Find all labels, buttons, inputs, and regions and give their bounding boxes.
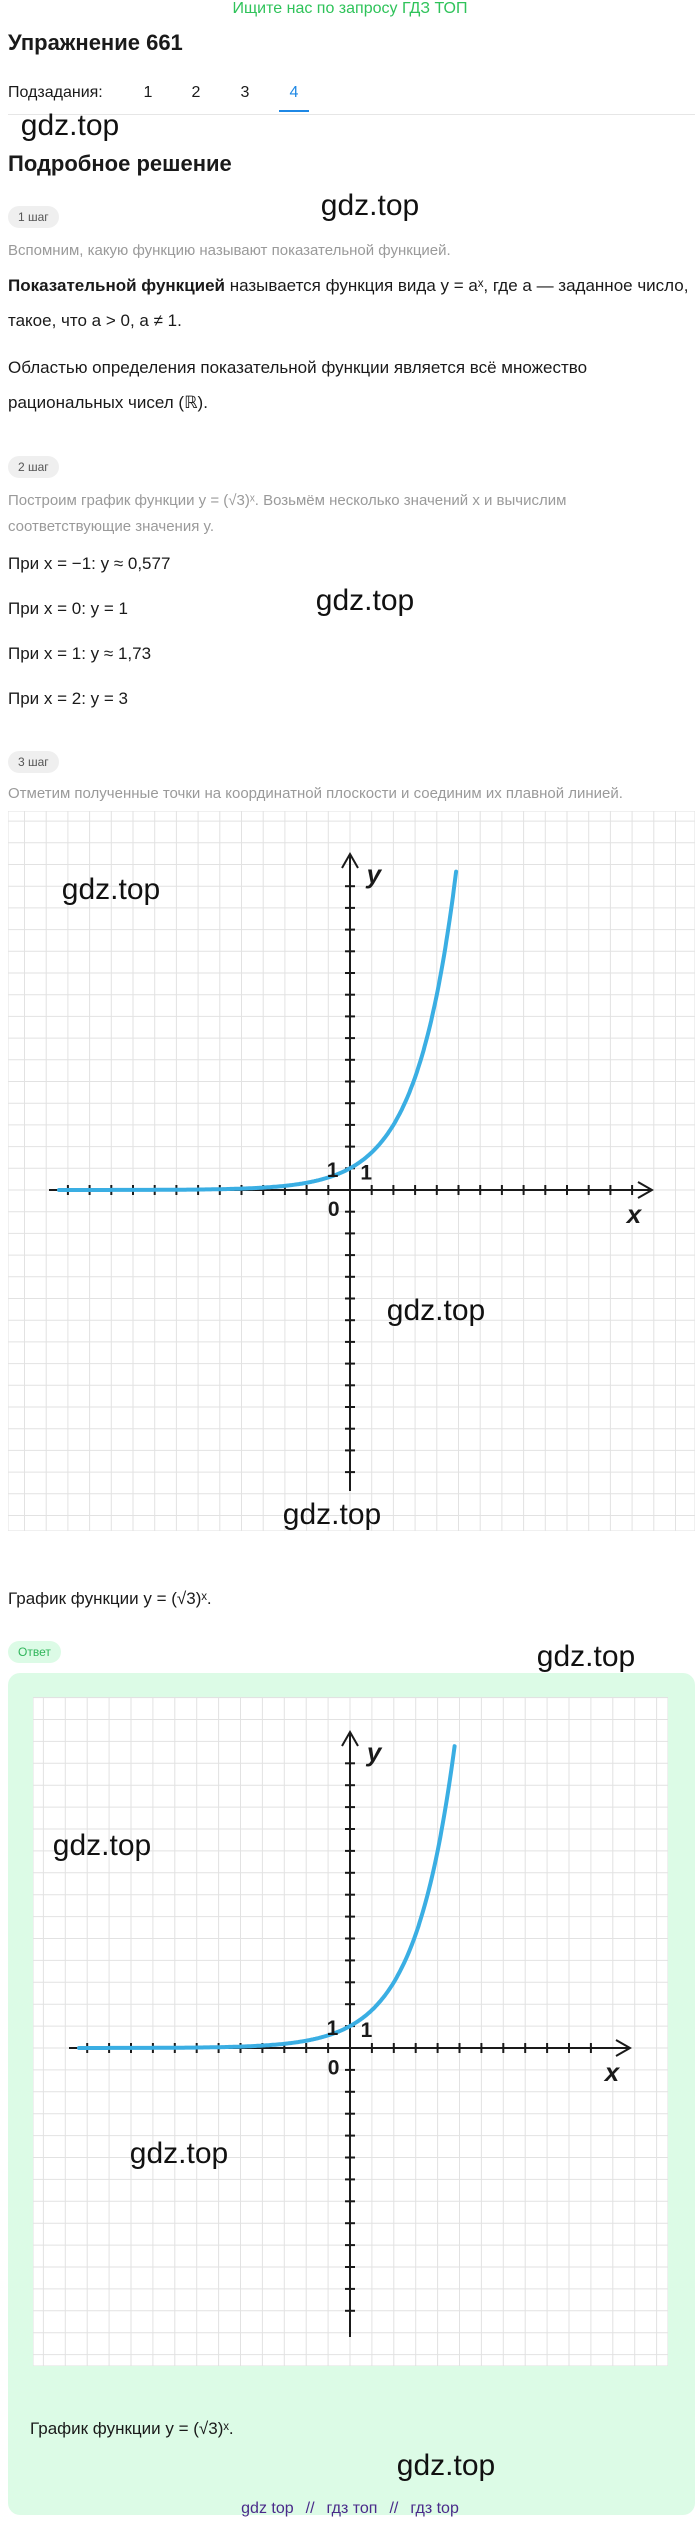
subtask-tab[interactable]: 1 bbox=[143, 84, 153, 101]
footer-separator: // bbox=[305, 2500, 315, 2517]
title: Упражнение 661 bbox=[8, 30, 183, 55]
footer-link[interactable]: гдз top bbox=[410, 2500, 459, 2517]
watermark: gdz.top bbox=[315, 584, 415, 617]
footer: gdz top // гдз топ // гдз top bbox=[0, 2500, 700, 2518]
watermark: gdz.top bbox=[20, 109, 120, 142]
step-intro: Вспомним, какую функцию называют показат… bbox=[8, 242, 451, 259]
watermark: gdz.top bbox=[396, 2449, 496, 2482]
axis-label: y bbox=[365, 1737, 383, 1767]
point: При x = −1: y ≈ 0,577 bbox=[8, 554, 171, 573]
unit-label: 1 bbox=[361, 2019, 373, 2042]
definition-text: называется функция вида y = aˣ, где a — … bbox=[8, 276, 689, 330]
arrow bbox=[341, 1729, 359, 1747]
step-badge: 1 шаг bbox=[8, 206, 59, 228]
subtasks-label: Подзадания: bbox=[8, 84, 103, 101]
promo[interactable]: Ищите нас по запросу ГДЗ ТОП bbox=[232, 0, 468, 17]
arrow bbox=[341, 851, 359, 869]
unit-label: 1 bbox=[327, 1159, 339, 1182]
function-curve bbox=[57, 869, 459, 1192]
arrow bbox=[615, 2039, 633, 2057]
origin-label: 0 bbox=[328, 2056, 340, 2079]
answer-badge: Ответ bbox=[8, 1641, 61, 1663]
origin-label: 0 bbox=[328, 1198, 340, 1221]
footer-link[interactable]: гдз топ bbox=[326, 2500, 378, 2517]
footer-separator: // bbox=[389, 2500, 399, 2517]
axis-label: y bbox=[365, 859, 383, 889]
step-badge: 3 шаг bbox=[8, 751, 59, 773]
divider bbox=[8, 114, 695, 115]
function-curve bbox=[77, 1744, 457, 2050]
caption: График функции y = (√3)ˣ. bbox=[8, 1589, 212, 1608]
watermark: gdz.top bbox=[320, 189, 420, 222]
axis-label: x bbox=[603, 2057, 621, 2087]
definition-term: Показательной функцией bbox=[8, 276, 225, 295]
axis-label: x bbox=[625, 1199, 643, 1229]
unit-label: 1 bbox=[327, 2017, 339, 2040]
watermark: gdz.top bbox=[61, 873, 161, 906]
caption: График функции y = (√3)ˣ. bbox=[30, 2419, 234, 2438]
watermark: gdz.top bbox=[282, 1498, 382, 1531]
point: При x = 2: y = 3 bbox=[8, 689, 128, 708]
section-title: Подробное решение bbox=[8, 151, 232, 176]
unit-label: 1 bbox=[360, 1161, 372, 1184]
step-intro: Построим график функции y = (√3)ˣ. Возьм… bbox=[8, 492, 567, 535]
definition: Показательной функцией называется функци… bbox=[8, 268, 693, 338]
watermark: gdz.top bbox=[129, 2137, 229, 2170]
watermark: gdz.top bbox=[386, 1294, 486, 1327]
subtask-tab[interactable]: 4 bbox=[279, 84, 309, 112]
subtask-tab[interactable]: 3 bbox=[240, 84, 250, 101]
step-badge: 2 шаг bbox=[8, 456, 59, 478]
footer-link[interactable]: gdz top bbox=[241, 2500, 294, 2517]
domain: Областью определения показательной функц… bbox=[8, 358, 588, 412]
graph-background bbox=[8, 811, 695, 1531]
watermark: gdz.top bbox=[536, 1640, 636, 1673]
arrow bbox=[637, 1181, 655, 1199]
point: При x = 1: y ≈ 1,73 bbox=[8, 644, 152, 663]
step-intro: Отметим полученные точки на координатной… bbox=[8, 785, 623, 802]
point: При x = 0: y = 1 bbox=[8, 599, 128, 618]
subtask-tab[interactable]: 2 bbox=[191, 84, 201, 101]
watermark: gdz.top bbox=[52, 1829, 152, 1862]
